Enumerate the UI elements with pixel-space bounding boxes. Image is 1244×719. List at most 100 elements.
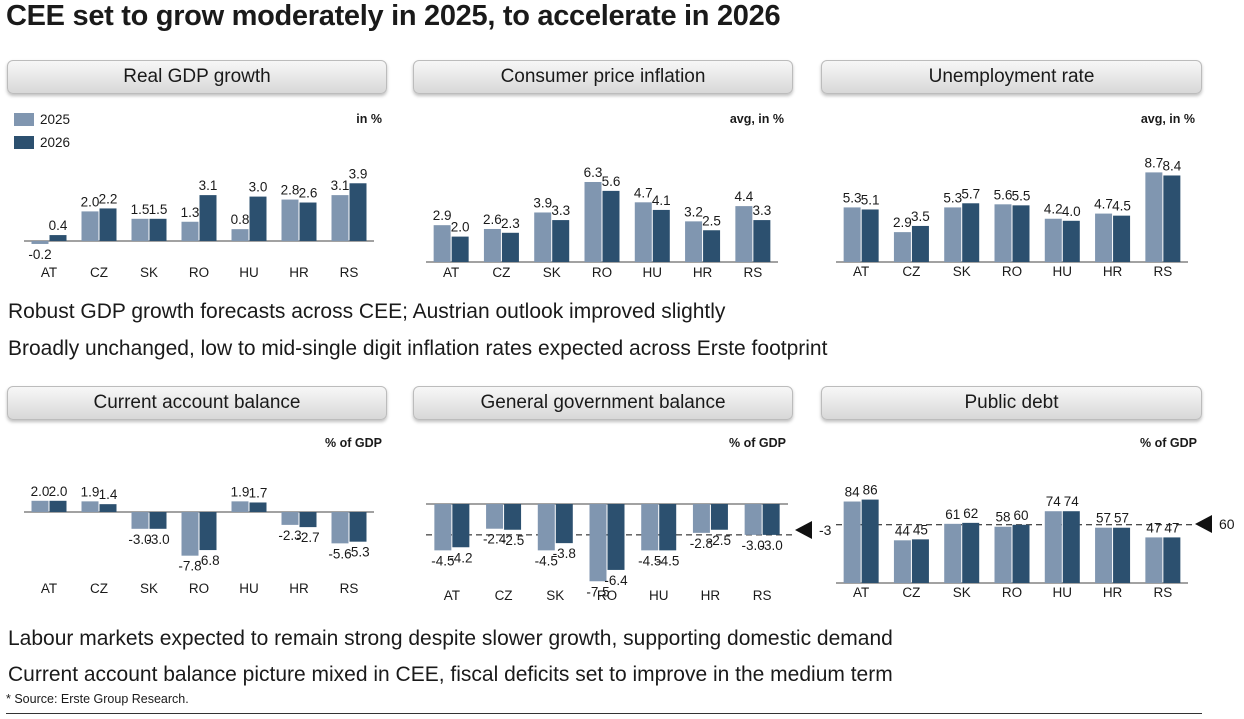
data-label-cz-2026: 45 [913,522,928,537]
bar-ro-2025 [589,504,607,582]
bar-cz-2026 [99,208,117,241]
data-label-ro-2025: 5.6 [994,187,1013,202]
bar-sk-2025 [131,218,149,241]
bar-hr-2026 [703,230,721,262]
data-label-ro-2025: 1.3 [181,205,200,220]
data-label-rs-2026: 3.9 [349,166,368,181]
data-label-at-2025: 84 [845,485,861,500]
bar-hr-2025 [1095,527,1113,583]
data-label-ro-2026: 5.5 [1012,188,1031,203]
data-label-cz-2025: 44 [895,523,911,538]
data-label-sk-2026: 1.5 [149,202,168,217]
data-label-hr-2026: 2.6 [299,186,318,201]
data-label-hr-2025: 2.8 [281,183,300,198]
panel-header-unemployment: Unemployment rate [821,60,1202,94]
data-label-hr-2025: 4.7 [1094,197,1113,212]
bar-sk-2025 [534,212,552,262]
bar-at-2026 [861,499,879,583]
source-note: * Source: Erste Group Research. [6,692,189,706]
data-label-at-2026: 0.4 [49,218,68,233]
data-label-at-2025: 2.0 [31,484,50,499]
bullet-inflation: Broadly unchanged, low to mid-single dig… [8,337,828,360]
panel-header-public-debt: Public debt [821,386,1202,420]
category-label-hu: HU [239,581,259,596]
reference-label-gov-balance: -3 [819,522,832,538]
unit-gdp: in % [356,112,382,126]
bar-hu-2026 [1062,220,1080,262]
data-label-sk-2026: 5.7 [961,186,980,201]
legend-label-2026: 2026 [40,135,71,150]
data-label-at-2026: -4.2 [449,550,472,565]
category-label-hr: HR [1103,585,1123,600]
data-label-rs-2025: -3.0 [742,538,765,553]
bar-cz-2025 [893,540,911,583]
data-label-ro-2026: -6.8 [196,553,219,568]
bar-sk-2025 [131,512,149,529]
bar-ro-2025 [181,512,199,556]
bar-hr-2025 [281,512,299,525]
bar-sk-2026 [149,512,167,529]
bar-cz-2025 [483,228,501,262]
bar-cz-2026 [911,225,929,262]
category-label-hu: HU [1053,585,1073,600]
data-label-sk-2025: 3.9 [533,195,552,210]
bar-cz-2025 [893,232,911,262]
bar-hr-2026 [1113,215,1131,262]
data-label-ro-2026: 5.6 [602,174,621,189]
bar-rs-2025 [331,512,349,544]
category-label-sk: SK [140,265,158,280]
data-label-at-2025: 5.3 [843,190,862,205]
data-label-hr-2026: 57 [1114,511,1129,526]
bar-hr-2025 [692,504,710,533]
bar-hu-2025 [231,229,249,241]
bar-ro-2026 [607,504,625,570]
bar-ro-2026 [199,195,217,241]
category-label-cz: CZ [902,264,920,279]
bar-at-2026 [49,235,67,241]
bottom-divider [6,713,1202,714]
bar-hu-2025 [634,202,652,262]
data-label-cz-2026: 3.5 [911,209,930,224]
data-label-hr-2026: 4.5 [1112,199,1131,214]
bar-at-2025 [31,500,49,512]
data-label-ro-2025: -7.5 [586,584,609,599]
bar-rs-2026 [762,504,780,535]
data-label-cz-2025: 2.0 [81,194,100,209]
bar-hr-2026 [299,202,317,241]
data-label-rs-2026: 3.3 [752,203,771,218]
data-label-sk-2025: -4.5 [535,553,558,568]
bar-rs-2026 [1163,537,1181,583]
data-label-cz-2025: 2.9 [893,215,912,230]
bar-at-2025 [843,501,861,583]
bar-cz-2025 [81,501,99,512]
legend-swatch-2025 [14,113,34,126]
category-label-hr: HR [289,581,309,596]
reference-arrow-gov-balance [795,521,812,539]
category-label-ro: RO [597,588,617,603]
category-label-cz: CZ [492,265,510,280]
data-label-hr-2025: -2.8 [690,536,713,551]
bar-at-2026 [861,209,879,262]
data-label-cz-2026: 2.3 [501,216,520,231]
unit-public-debt: % of GDP [1140,436,1197,450]
category-label-sk: SK [140,581,158,596]
data-label-hu-2025: 4.2 [1044,202,1063,217]
data-label-ro-2026: -6.4 [604,573,628,588]
data-label-sk-2026: 62 [963,506,978,521]
bar-ro-2026 [1012,205,1030,262]
category-label-at: AT [41,265,57,280]
bar-sk-2026 [552,220,570,262]
category-label-at: AT [853,264,869,279]
data-label-sk-2025: 61 [945,507,960,522]
bar-rs-2025 [744,504,762,535]
data-label-rs-2025: 3.1 [331,178,350,193]
category-label-ro: RO [189,581,209,596]
bar-hr-2026 [1113,527,1131,583]
data-label-hu-2025: 1.9 [231,484,250,499]
bar-cz-2026 [501,232,519,262]
panel-header-current-account: Current account balance [7,386,387,420]
bar-hr-2026 [710,504,728,530]
category-label-hu: HU [649,588,669,603]
data-label-ro-2025: 58 [995,510,1010,525]
